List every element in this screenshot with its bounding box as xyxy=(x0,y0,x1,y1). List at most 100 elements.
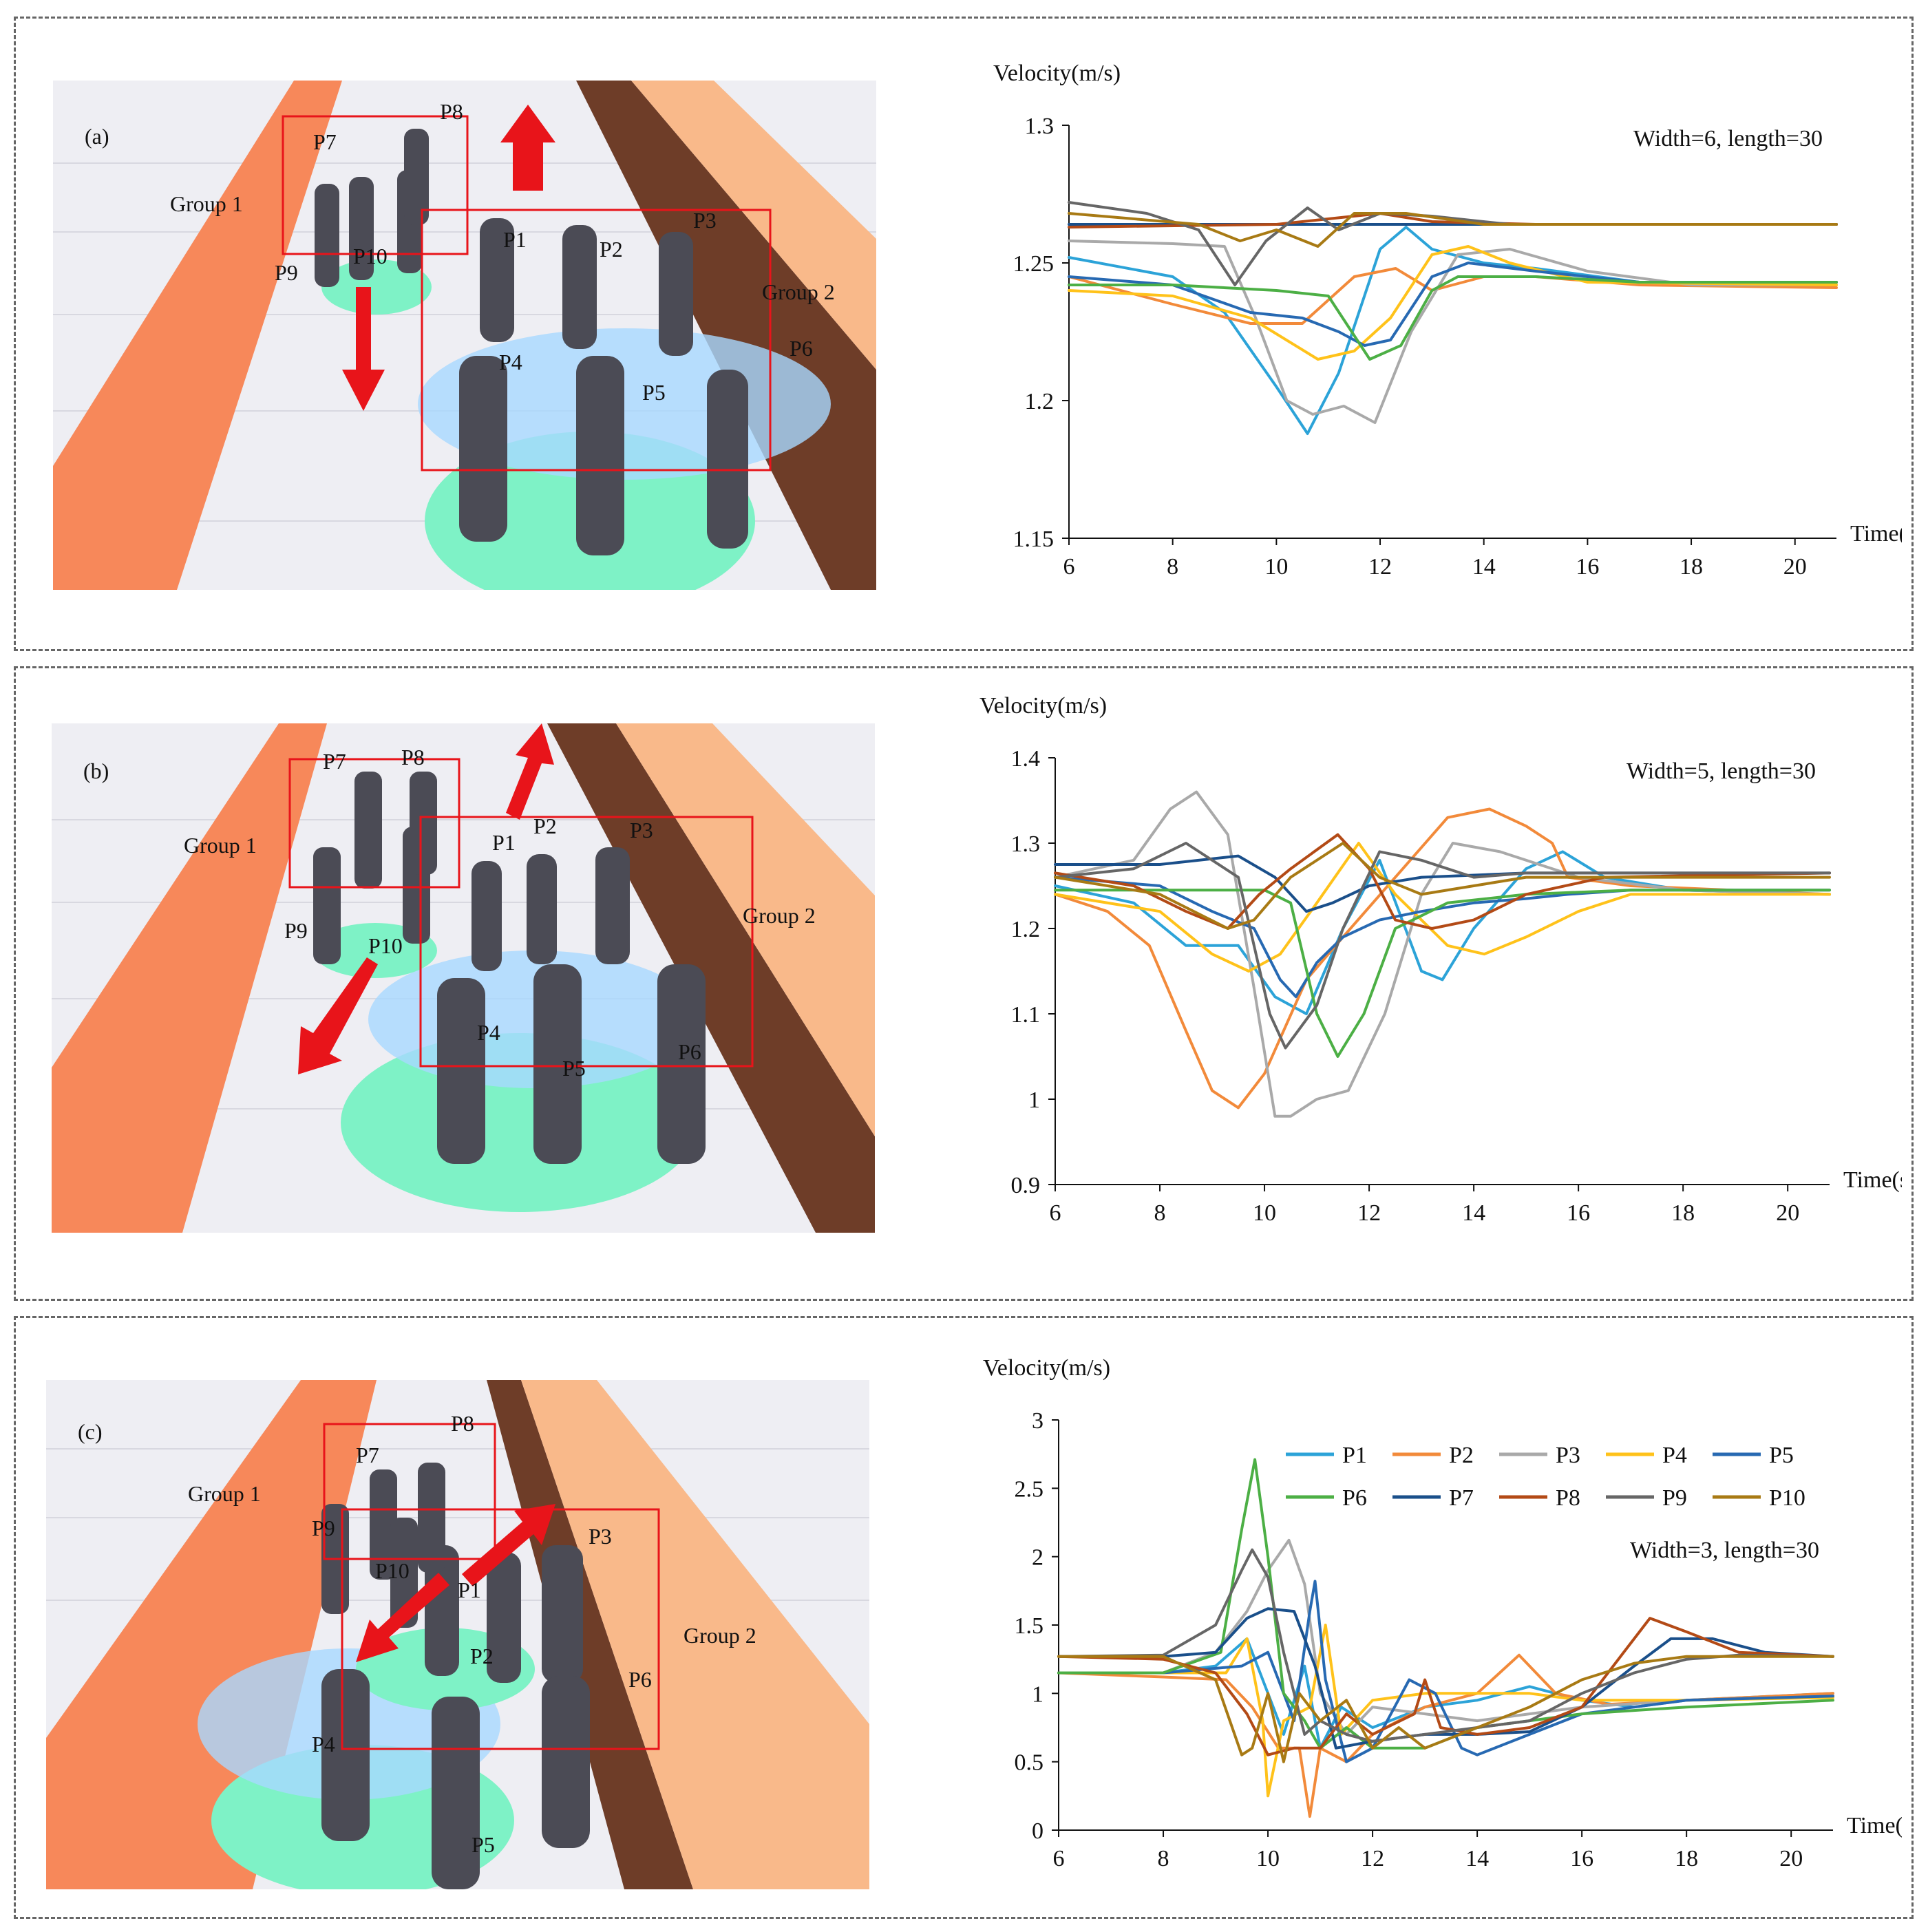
x-tick-label: 8 xyxy=(1158,1846,1169,1871)
series-line-p6 xyxy=(1054,889,1831,1058)
series-line-p5 xyxy=(1057,1580,1834,1763)
pedestrian-label: P9 xyxy=(284,918,308,943)
pedestrian-label: P10 xyxy=(375,1558,410,1583)
panel-b: (b) Group 1 Group 2 P1 P2 P3 P4 P5 P6 P7… xyxy=(14,666,1914,1301)
y-tick-label: 2 xyxy=(1032,1545,1044,1571)
chart-annotation: Width=3, length=30 xyxy=(1630,1538,1819,1563)
scene-image-b: (b) Group 1 Group 2 P1 P2 P3 P4 P5 P6 P7… xyxy=(52,723,875,1233)
pedestrian-label: P5 xyxy=(562,1056,586,1081)
x-tick-label: 6 xyxy=(1053,1846,1065,1871)
x-tick-label: 18 xyxy=(1680,554,1703,580)
legend-label: P4 xyxy=(1662,1443,1687,1468)
x-tick-label: 18 xyxy=(1675,1846,1698,1871)
x-tick-label: 10 xyxy=(1256,1846,1280,1871)
pedestrian-label: P8 xyxy=(401,745,425,769)
scene-image-c: (c) Group 1 Group 2 P1 P2 P3 P4 P5 P6 P7… xyxy=(46,1380,869,1889)
pedestrian-label: P8 xyxy=(451,1411,474,1436)
series-line-p2 xyxy=(1054,807,1831,1110)
pedestrian-label: P4 xyxy=(477,1020,500,1045)
pedestrian-label: P10 xyxy=(368,933,403,958)
pedestrian-label: P3 xyxy=(589,1524,612,1549)
pedestrian-label: P3 xyxy=(630,818,653,842)
x-tick-label: 6 xyxy=(1050,1200,1061,1226)
pedestrian-label: P2 xyxy=(533,814,557,838)
y-axis-label: Velocity(m/s) xyxy=(983,1355,1110,1381)
group-1-label: Group 1 xyxy=(170,191,243,216)
panel-c: (c) Group 1 Group 2 P1 P2 P3 P4 P5 P6 P7… xyxy=(14,1316,1914,1919)
y-tick-label: 1 xyxy=(1028,1087,1040,1113)
chart-annotation: Width=5, length=30 xyxy=(1627,758,1816,784)
x-tick-label: 10 xyxy=(1253,1200,1276,1226)
pedestrian-label: P1 xyxy=(458,1578,481,1602)
y-tick-label: 1.5 xyxy=(1015,1613,1044,1639)
group-2-label: Group 2 xyxy=(684,1623,756,1648)
y-tick-label: 1.3 xyxy=(1025,114,1055,139)
pedestrian-label: P6 xyxy=(628,1667,652,1692)
legend-label: P5 xyxy=(1769,1443,1794,1468)
y-tick-label: 2.5 xyxy=(1015,1476,1044,1502)
series-line-p10 xyxy=(1057,1655,1834,1763)
x-tick-label: 18 xyxy=(1671,1200,1695,1226)
legend-label: P3 xyxy=(1556,1443,1580,1468)
x-tick-label: 14 xyxy=(1465,1846,1489,1871)
scene-image-a: (a) Group 1 Group 2 P1 P2 P3 P4 P5 P6 P7… xyxy=(53,81,876,590)
x-tick-label: 20 xyxy=(1783,554,1807,580)
y-tick-label: 3 xyxy=(1032,1408,1044,1434)
y-tick-label: 1 xyxy=(1032,1681,1044,1707)
pedestrian-label: P2 xyxy=(470,1644,494,1668)
pedestrian-label: P3 xyxy=(693,208,717,233)
series-line-p5 xyxy=(1054,875,1831,999)
legend-label: P1 xyxy=(1342,1443,1367,1468)
x-axis-label: Time(s) xyxy=(1843,1167,1902,1193)
series-line-p9 xyxy=(1054,842,1831,1050)
pedestrian-label: P2 xyxy=(600,237,623,262)
y-tick-label: 1.4 xyxy=(1011,746,1041,772)
x-tick-label: 12 xyxy=(1368,554,1392,580)
y-tick-label: 1.1 xyxy=(1011,1002,1041,1028)
y-tick-label: 1.25 xyxy=(1013,251,1055,277)
scene-label: (c) xyxy=(78,1419,103,1444)
x-tick-label: 12 xyxy=(1361,1846,1384,1871)
legend-label: P8 xyxy=(1556,1485,1580,1511)
y-tick-label: 0.9 xyxy=(1011,1173,1041,1198)
pedestrian-label: P4 xyxy=(312,1732,335,1756)
x-tick-label: 16 xyxy=(1570,1846,1593,1871)
series-line-p6 xyxy=(1068,275,1838,361)
series-line-p2 xyxy=(1068,267,1838,325)
y-axis-label: Velocity(m/s) xyxy=(993,61,1121,86)
legend-label: P10 xyxy=(1769,1485,1805,1511)
pedestrian-label: P8 xyxy=(440,99,463,124)
series-line-p8 xyxy=(1054,833,1831,930)
velocity-chart-a: 6 8 10 12 14 16 18 20 1.15 1.2 1.25 1.3 Velocity(m/s… xyxy=(911,32,1902,624)
y-tick-label: 1.2 xyxy=(1025,389,1055,414)
pedestrian-label: P6 xyxy=(790,336,813,361)
scene-label: (b) xyxy=(83,758,109,783)
series-line-p4 xyxy=(1068,245,1838,361)
pedestrian-label: P7 xyxy=(313,129,337,154)
pedestrian-label: P4 xyxy=(499,350,522,374)
legend-label: P2 xyxy=(1449,1443,1474,1468)
x-tick-label: 14 xyxy=(1462,1200,1485,1226)
scene-label: (a) xyxy=(85,124,109,149)
series-line-p7 xyxy=(1054,854,1831,913)
series-line-p10 xyxy=(1054,842,1831,930)
series-line-p3 xyxy=(1068,240,1838,424)
pedestrian-label: P5 xyxy=(472,1832,495,1857)
pedestrian-label: P1 xyxy=(503,227,527,252)
y-tick-label: 0.5 xyxy=(1015,1750,1044,1776)
group-2-label: Group 2 xyxy=(762,279,835,304)
pedestrian-label: P9 xyxy=(312,1516,335,1540)
y-tick-label: 1.15 xyxy=(1013,527,1055,552)
x-tick-label: 20 xyxy=(1779,1846,1803,1871)
x-tick-label: 10 xyxy=(1264,554,1288,580)
velocity-chart-c: 6 8 10 12 14 16 18 20 0 0.5 1 1.5 2 2.5 3 Velocity(m/s)… xyxy=(911,1324,1902,1909)
group-1-label: Group 1 xyxy=(188,1481,261,1506)
series-line-p5 xyxy=(1068,262,1838,347)
x-tick-label: 8 xyxy=(1167,554,1178,580)
series-line-p9 xyxy=(1068,201,1838,286)
x-tick-label: 6 xyxy=(1063,554,1075,580)
pedestrian-label: P7 xyxy=(356,1443,379,1467)
series-line-p3 xyxy=(1054,790,1831,1118)
panel-a: (a) Group 1 Group 2 P1 P2 P3 P4 P5 P6 P7… xyxy=(14,17,1914,651)
x-tick-label: 14 xyxy=(1472,554,1496,580)
